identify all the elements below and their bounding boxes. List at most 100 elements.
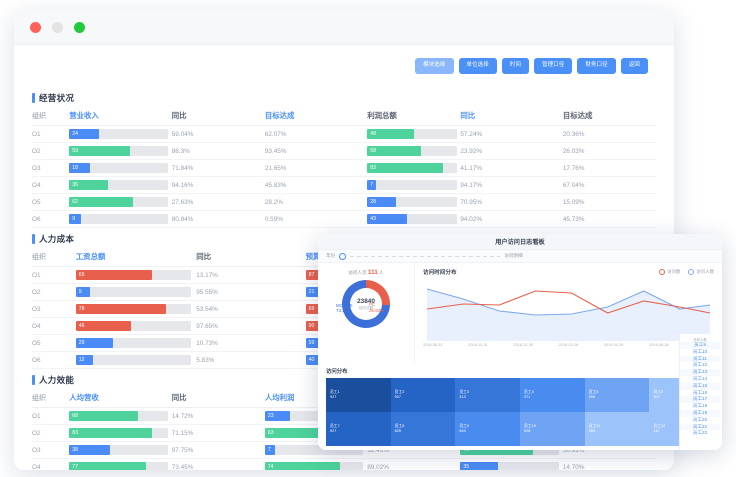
bar-value: 87 [308,272,315,278]
top-toolbar: 模块选择 单位选择 时间 管理口径 财务口径 返回 [14,45,674,81]
bar-fill: 29 [75,338,113,348]
legend-item-1[interactable]: 访问人数 [688,269,714,275]
column-header-2[interactable]: 同比 [171,389,265,408]
heatmap-column-0: 员工1 927 员工7 927 [326,378,391,446]
employee-list-item[interactable]: 员工16 [692,389,708,395]
heatmap-cell[interactable]: 员工8 825 [390,412,456,446]
bar-track: 35 [460,462,559,470]
bar-cell: 62 [69,193,172,211]
bar-fill: 83 [367,163,444,173]
text-cell: O4 [32,458,70,470]
text-cell: 53.54% [196,300,306,318]
heatmap-cell[interactable]: 员工7 927 [326,412,391,446]
bar-track: 65 [75,270,192,280]
radio-icon[interactable] [339,252,347,260]
line-chart-plot[interactable] [423,279,714,341]
legend-item-0[interactable]: 访问数 [659,269,680,275]
heatmap-cell[interactable]: 员工10 528 [520,412,585,446]
employee-list-item[interactable]: 员工21 [680,423,720,431]
text-cell: 93.45% [264,142,368,160]
employee-list-item[interactable]: 员工19 [680,409,720,417]
heatmap-cell[interactable]: 员工3 413 [455,378,521,412]
bar-track: 43 [367,214,457,224]
column-header-6[interactable]: 目标达成 [562,107,656,126]
employee-list-item[interactable]: 员工17 [680,396,720,404]
minimize-icon[interactable] [52,21,63,33]
column-header-2[interactable]: 同比 [196,248,306,267]
x-tick-3: 2019-02-28 [558,343,579,347]
table-row[interactable]: O4 36 94.16% 45.83% 7 94.17% 67.04% [32,176,656,194]
bar-track: 48 [367,129,457,139]
heatmap-cell[interactable]: 员工2 907 [390,378,456,412]
heatmap-cell-label: 员工8 [394,424,405,429]
bar-fill: 36 [69,180,108,190]
text-cell: 14.72% [171,407,265,425]
table-row[interactable]: O6 9 80.84% 0.59% 43 94.02% 45.73% [32,210,656,228]
column-header-1[interactable]: 人均营收 [69,389,172,408]
column-header-1[interactable]: 工资总额 [75,248,197,267]
text-cell: O2 [32,142,70,160]
employee-list-item[interactable]: 员工9 [680,342,720,349]
heatmap-cell[interactable]: 员工9 643 [455,412,521,446]
employee-list-item[interactable]: 员工15 [680,382,720,390]
toolbar-button-1[interactable]: 单位选择 [458,58,497,74]
table-row[interactable]: O4 77 73.45% 74 89.02% 35 14.70% [32,458,656,470]
table-row[interactable]: O5 62 27.63% 28.2% 28 70.95% 15.09% [32,193,656,211]
heatmap-cell[interactable]: 员工1 927 [326,378,391,412]
column-header-1[interactable]: 营业收入 [69,107,172,126]
employee-list-item[interactable]: 员工10 [692,348,708,354]
heatmap-cell-label: 员工9 [459,424,470,429]
heatmap-cell[interactable]: 员工4 371 [520,378,585,412]
table-row[interactable]: O3 18 71.84% 21.65% 83 41.17% 17.76% [32,159,656,177]
line-chart-title: 访问时间分布 [423,270,457,276]
column-header-0[interactable]: 组织 [32,107,70,126]
bar-value: 90 [308,323,315,329]
text-cell: 28.2% [264,193,368,211]
column-header-0[interactable]: 组织 [32,389,70,408]
bar-cell: 9 [69,210,172,228]
employee-list-header: 访问人数 [693,338,707,342]
toolbar-button-3[interactable]: 管理口径 [534,58,573,74]
bar-fill: 18 [69,163,90,173]
toolbar-button-4[interactable]: 财务口径 [577,58,616,74]
employee-list[interactable]: 访问人数 员工9 员工10 员工11 员工12 员工13 员工14 员工15 员工16 员工17… [679,334,720,449]
bar-value: 21 [308,289,315,295]
employee-list-item[interactable]: 员工18 [692,403,708,409]
heatmap-cell-value: 413 [459,395,466,399]
bar-fill: 7 [367,180,377,190]
close-icon[interactable] [30,21,41,33]
bar-fill: 12 [75,355,94,365]
donut-chart[interactable]: 23840 访问次数 PC 26.83% MOBILE 73.17% [336,280,390,328]
heatmap-cell[interactable]: 员工11 265 [584,412,650,446]
table-row[interactable]: O2 59 86.3% 93.45% 58 23.92% 26.03% [32,142,656,160]
column-header-3[interactable]: 目标达成 [264,107,368,126]
bar-track: 36 [69,180,168,190]
bar-value: 38 [72,447,79,453]
employee-list-item[interactable]: 员工11 [680,355,720,363]
toolbar-button-5[interactable]: 返回 [620,58,648,74]
browser-window: 模块选择 单位选择 时间 管理口径 财务口径 返回 经营状况 组织 营业收入 同比 目标达成 利润总… [14,10,674,470]
column-header-4[interactable]: 利润总额 [367,107,461,126]
column-header-0[interactable]: 组织 [32,248,76,267]
heatmap-cell-value: 265 [588,429,596,433]
toolbar-button-2[interactable]: 时间 [501,58,530,74]
employee-list-item[interactable]: 员工13 [680,369,720,376]
employee-list-item[interactable]: 员工12 [692,362,708,368]
bar-value: 68 [72,413,79,419]
section-header: 人力效能 [32,374,656,386]
table-row[interactable]: O1 24 59.04% 62.07% 48 57.24% 20.36% [32,125,656,143]
legend-marker-icon [688,269,695,275]
employee-list-item[interactable]: 员工14 [692,375,708,381]
column-header-2[interactable]: 同比 [171,107,265,126]
bar-cell: 74 [264,458,368,470]
toolbar-button-0[interactable]: 模块选择 [415,58,454,74]
bar-fill: 35 [460,462,498,470]
column-header-5[interactable]: 同比 [460,107,563,126]
heatmap-cell[interactable]: 员工5 308 [584,378,650,412]
slider-track[interactable] [350,255,501,257]
employee-list-item[interactable]: 员工22 [692,430,708,436]
employee-list-item[interactable]: 员工20 [692,416,708,422]
text-cell: 73.45% [171,458,265,470]
maximize-icon[interactable] [74,21,85,33]
text-cell: 23.92% [460,142,563,160]
